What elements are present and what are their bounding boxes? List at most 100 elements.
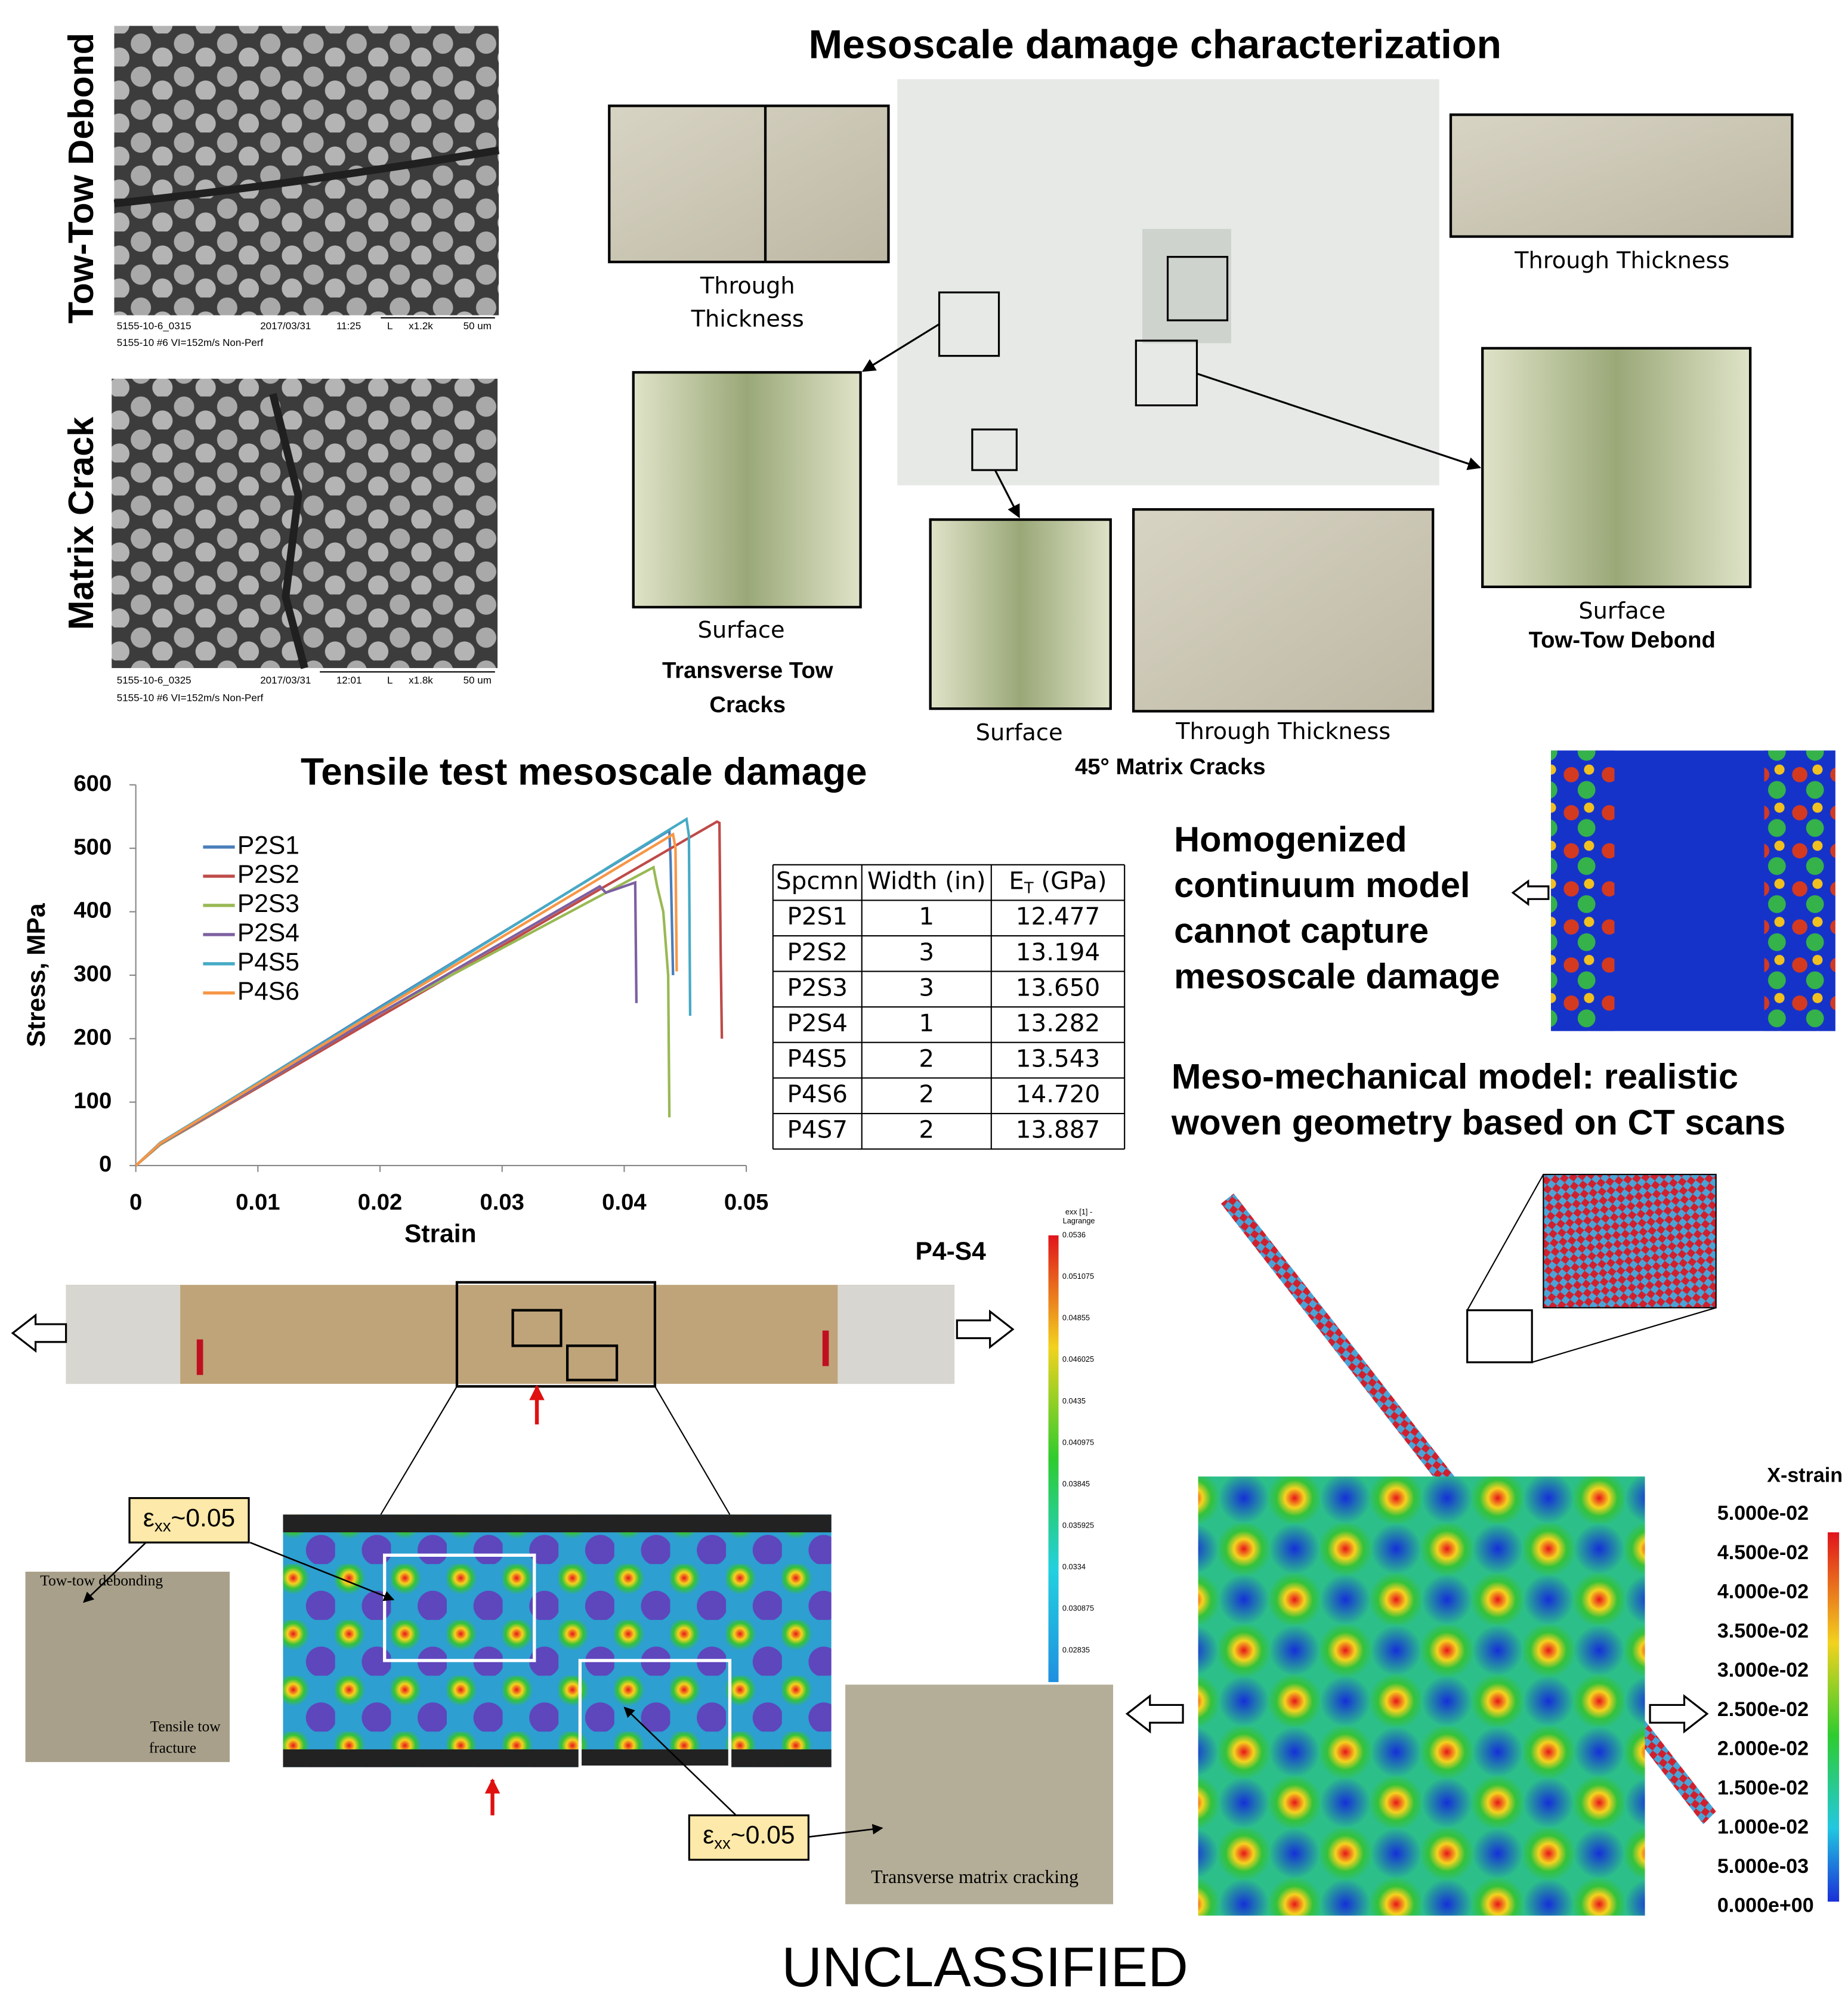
colorbar-tick-label: 0.03845 [1062, 1479, 1090, 1488]
table-cell: P2S3 [787, 973, 848, 1001]
callout-value: ~0.05 [171, 1504, 236, 1532]
chart-title: Tensile test mesoscale damage [301, 750, 867, 793]
table-cell: 12.477 [1016, 902, 1100, 930]
table-header: Width (in) [867, 867, 986, 895]
legend-label: 5.000e-03 [1717, 1855, 1809, 1878]
legend-label: 0.000e+00 [1717, 1894, 1814, 1917]
y-tick-label: 600 [73, 771, 112, 796]
colorbar-tick-label: 0.04855 [1062, 1313, 1090, 1322]
photo [609, 106, 888, 262]
note: Meso-mechanical model: realistic [1172, 1056, 1738, 1096]
note: Homogenized [1174, 819, 1407, 859]
grip [838, 1285, 954, 1384]
colorbar-tick-label: 0.0536 [1062, 1231, 1086, 1239]
legend-label: 4.500e-02 [1717, 1541, 1809, 1564]
legend-label: 4.000e-02 [1717, 1581, 1809, 1603]
sem-caption: x1.2k [409, 320, 433, 332]
colorbar-tick-label: 0.0435 [1062, 1396, 1086, 1405]
photo-detail [1142, 229, 1231, 343]
sem-image [114, 26, 499, 315]
speckle-edge [283, 1514, 831, 1532]
caption: Surface [976, 719, 1063, 746]
table-cell: 13.282 [1016, 1009, 1100, 1037]
x-tick-label: 0.02 [358, 1189, 403, 1215]
fe-contour [1198, 1476, 1645, 1915]
legend-entry: P4S6 [237, 977, 299, 1006]
table-cell: P2S4 [787, 1009, 848, 1037]
x-tick-label: 0.05 [724, 1189, 769, 1215]
note: woven geometry based on CT scans [1171, 1102, 1785, 1142]
table-cell: 3 [919, 973, 934, 1001]
sem-caption: 50 um [463, 675, 492, 686]
sem-caption: 2017/03/31 [260, 320, 311, 332]
load-arrow [1513, 882, 1549, 904]
specimen-label: P4-S4 [916, 1237, 987, 1266]
callout-subscript: xx [714, 1834, 731, 1853]
table-header: ET (GPa) [1009, 867, 1107, 898]
footer: UNCLASSIFIED [781, 1936, 1188, 1991]
legend-label: 2.500e-02 [1717, 1698, 1809, 1721]
series-line [136, 867, 669, 1165]
table-cell: 13.887 [1016, 1115, 1100, 1144]
sem-caption: 11:25 [336, 320, 361, 332]
table-cell: 13.543 [1016, 1044, 1100, 1073]
speckle-edge [283, 1749, 831, 1767]
header-unit: (GPa) [1034, 867, 1107, 895]
y-tick-label: 500 [73, 834, 112, 860]
sem-caption: 50 um [463, 320, 492, 332]
legend-entry: P2S4 [237, 919, 299, 947]
marker [823, 1331, 829, 1367]
callout-symbol: ε [143, 1504, 154, 1532]
caption: Through Thickness [1514, 248, 1729, 274]
note: cannot capture [1174, 910, 1429, 950]
page: Tow-Tow Debond5155-10-6_03152017/03/3111… [0, 0, 1848, 1991]
dic-map [283, 1514, 831, 1767]
sem-caption: 5155-10 #6 VI=152m/s Non-Perf [117, 337, 264, 348]
colorbar-tick-label: 0.051075 [1062, 1272, 1094, 1281]
callout-value: ~0.05 [731, 1821, 795, 1850]
caption: Through [700, 273, 795, 299]
table-cell: 13.194 [1016, 938, 1100, 966]
table-cell: 1 [919, 902, 934, 930]
colorbar-tick-label: 0.035925 [1062, 1521, 1094, 1530]
damage-label: 45° Matrix Cracks [1075, 754, 1266, 780]
callout-symbol: ε [703, 1821, 714, 1850]
x-axis-label: Strain [404, 1219, 477, 1248]
panel-label: Matrix Crack [61, 416, 101, 630]
colorbar-title: Lagrange [1063, 1216, 1095, 1225]
y-tick-label: 400 [73, 898, 112, 923]
sem-image [112, 379, 497, 668]
table-cell: P4S5 [787, 1044, 848, 1073]
photo-label: Tensile tow [150, 1718, 221, 1735]
damage-label: Tow-Tow Debond [1529, 627, 1716, 653]
legend-label: 5.000e-02 [1717, 1502, 1809, 1525]
legend-label: 2.000e-02 [1717, 1738, 1809, 1760]
table-cell: 14.720 [1016, 1080, 1100, 1108]
colorbar-tick-label: 0.046025 [1062, 1355, 1094, 1364]
photo-label: Transverse matrix cracking [871, 1866, 1078, 1887]
load-arrow [957, 1312, 1013, 1347]
table-cell: 13.650 [1016, 973, 1100, 1001]
photo-label: Tow-tow debonding [40, 1572, 163, 1589]
legend-label: 3.500e-02 [1717, 1619, 1809, 1642]
legend-entry: P4S5 [237, 948, 299, 976]
sem-caption: L [387, 320, 393, 332]
colorbar-tick-label: 0.0334 [1062, 1562, 1086, 1571]
legend-label: 1.000e-02 [1717, 1816, 1809, 1838]
section-title: Mesoscale damage characterization [808, 22, 1501, 67]
arrow [1127, 1696, 1183, 1732]
caption: Surface [1578, 598, 1665, 624]
y-tick-label: 200 [73, 1024, 112, 1050]
header-subscript: T [1024, 879, 1034, 897]
header-symbol: E [1009, 867, 1024, 895]
zoom-box [1467, 1310, 1532, 1362]
table-header: Spcmn [776, 867, 858, 895]
figure: Tow-Tow Debond5155-10-6_03152017/03/3111… [0, 0, 1848, 1991]
y-axis-label: Stress, MPa [22, 903, 51, 1047]
colorbar [1049, 1235, 1059, 1682]
zoom-lines [381, 1386, 730, 1514]
photo-label: fracture [149, 1739, 196, 1757]
photo [1482, 348, 1750, 587]
legend-entry: P2S1 [237, 831, 299, 860]
caption: Through Thickness [1175, 718, 1390, 745]
